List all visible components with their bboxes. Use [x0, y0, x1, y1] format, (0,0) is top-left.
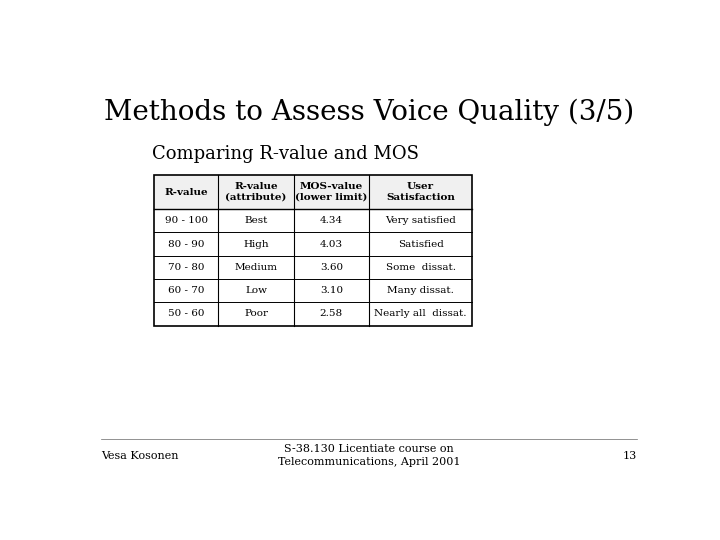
Text: 3.10: 3.10 — [320, 286, 343, 295]
Text: 80 - 90: 80 - 90 — [168, 240, 204, 248]
Text: Best: Best — [244, 216, 268, 225]
Text: Poor: Poor — [244, 309, 268, 319]
Text: 13: 13 — [623, 451, 637, 461]
Bar — [154, 175, 472, 209]
Text: Comparing R-value and MOS: Comparing R-value and MOS — [152, 145, 419, 163]
Text: 4.03: 4.03 — [320, 240, 343, 248]
Text: 3.60: 3.60 — [320, 263, 343, 272]
Text: Some  dissat.: Some dissat. — [386, 263, 456, 272]
Text: 50 - 60: 50 - 60 — [168, 309, 204, 319]
Text: Medium: Medium — [235, 263, 277, 272]
Text: 4.34: 4.34 — [320, 216, 343, 225]
Text: Vesa Kosonen: Vesa Kosonen — [101, 451, 179, 461]
Text: Satisfied: Satisfied — [397, 240, 444, 248]
Text: Low: Low — [245, 286, 267, 295]
Text: 70 - 80: 70 - 80 — [168, 263, 204, 272]
Text: R-value
(attribute): R-value (attribute) — [225, 183, 287, 202]
Text: MOS-value
(lower limit): MOS-value (lower limit) — [295, 183, 367, 202]
Text: R-value: R-value — [164, 187, 208, 197]
Text: High: High — [243, 240, 269, 248]
Text: Nearly all  dissat.: Nearly all dissat. — [374, 309, 467, 319]
Text: User
Satisfaction: User Satisfaction — [386, 183, 455, 202]
Text: 90 - 100: 90 - 100 — [165, 216, 208, 225]
Text: 2.58: 2.58 — [320, 309, 343, 319]
Text: S-38.130 Licentiate course on
Telecommunications, April 2001: S-38.130 Licentiate course on Telecommun… — [278, 444, 460, 467]
Text: 60 - 70: 60 - 70 — [168, 286, 204, 295]
Text: Methods to Assess Voice Quality (3/5): Methods to Assess Voice Quality (3/5) — [104, 99, 634, 126]
Bar — [154, 175, 472, 326]
Text: Very satisfied: Very satisfied — [385, 216, 456, 225]
Text: Many dissat.: Many dissat. — [387, 286, 454, 295]
